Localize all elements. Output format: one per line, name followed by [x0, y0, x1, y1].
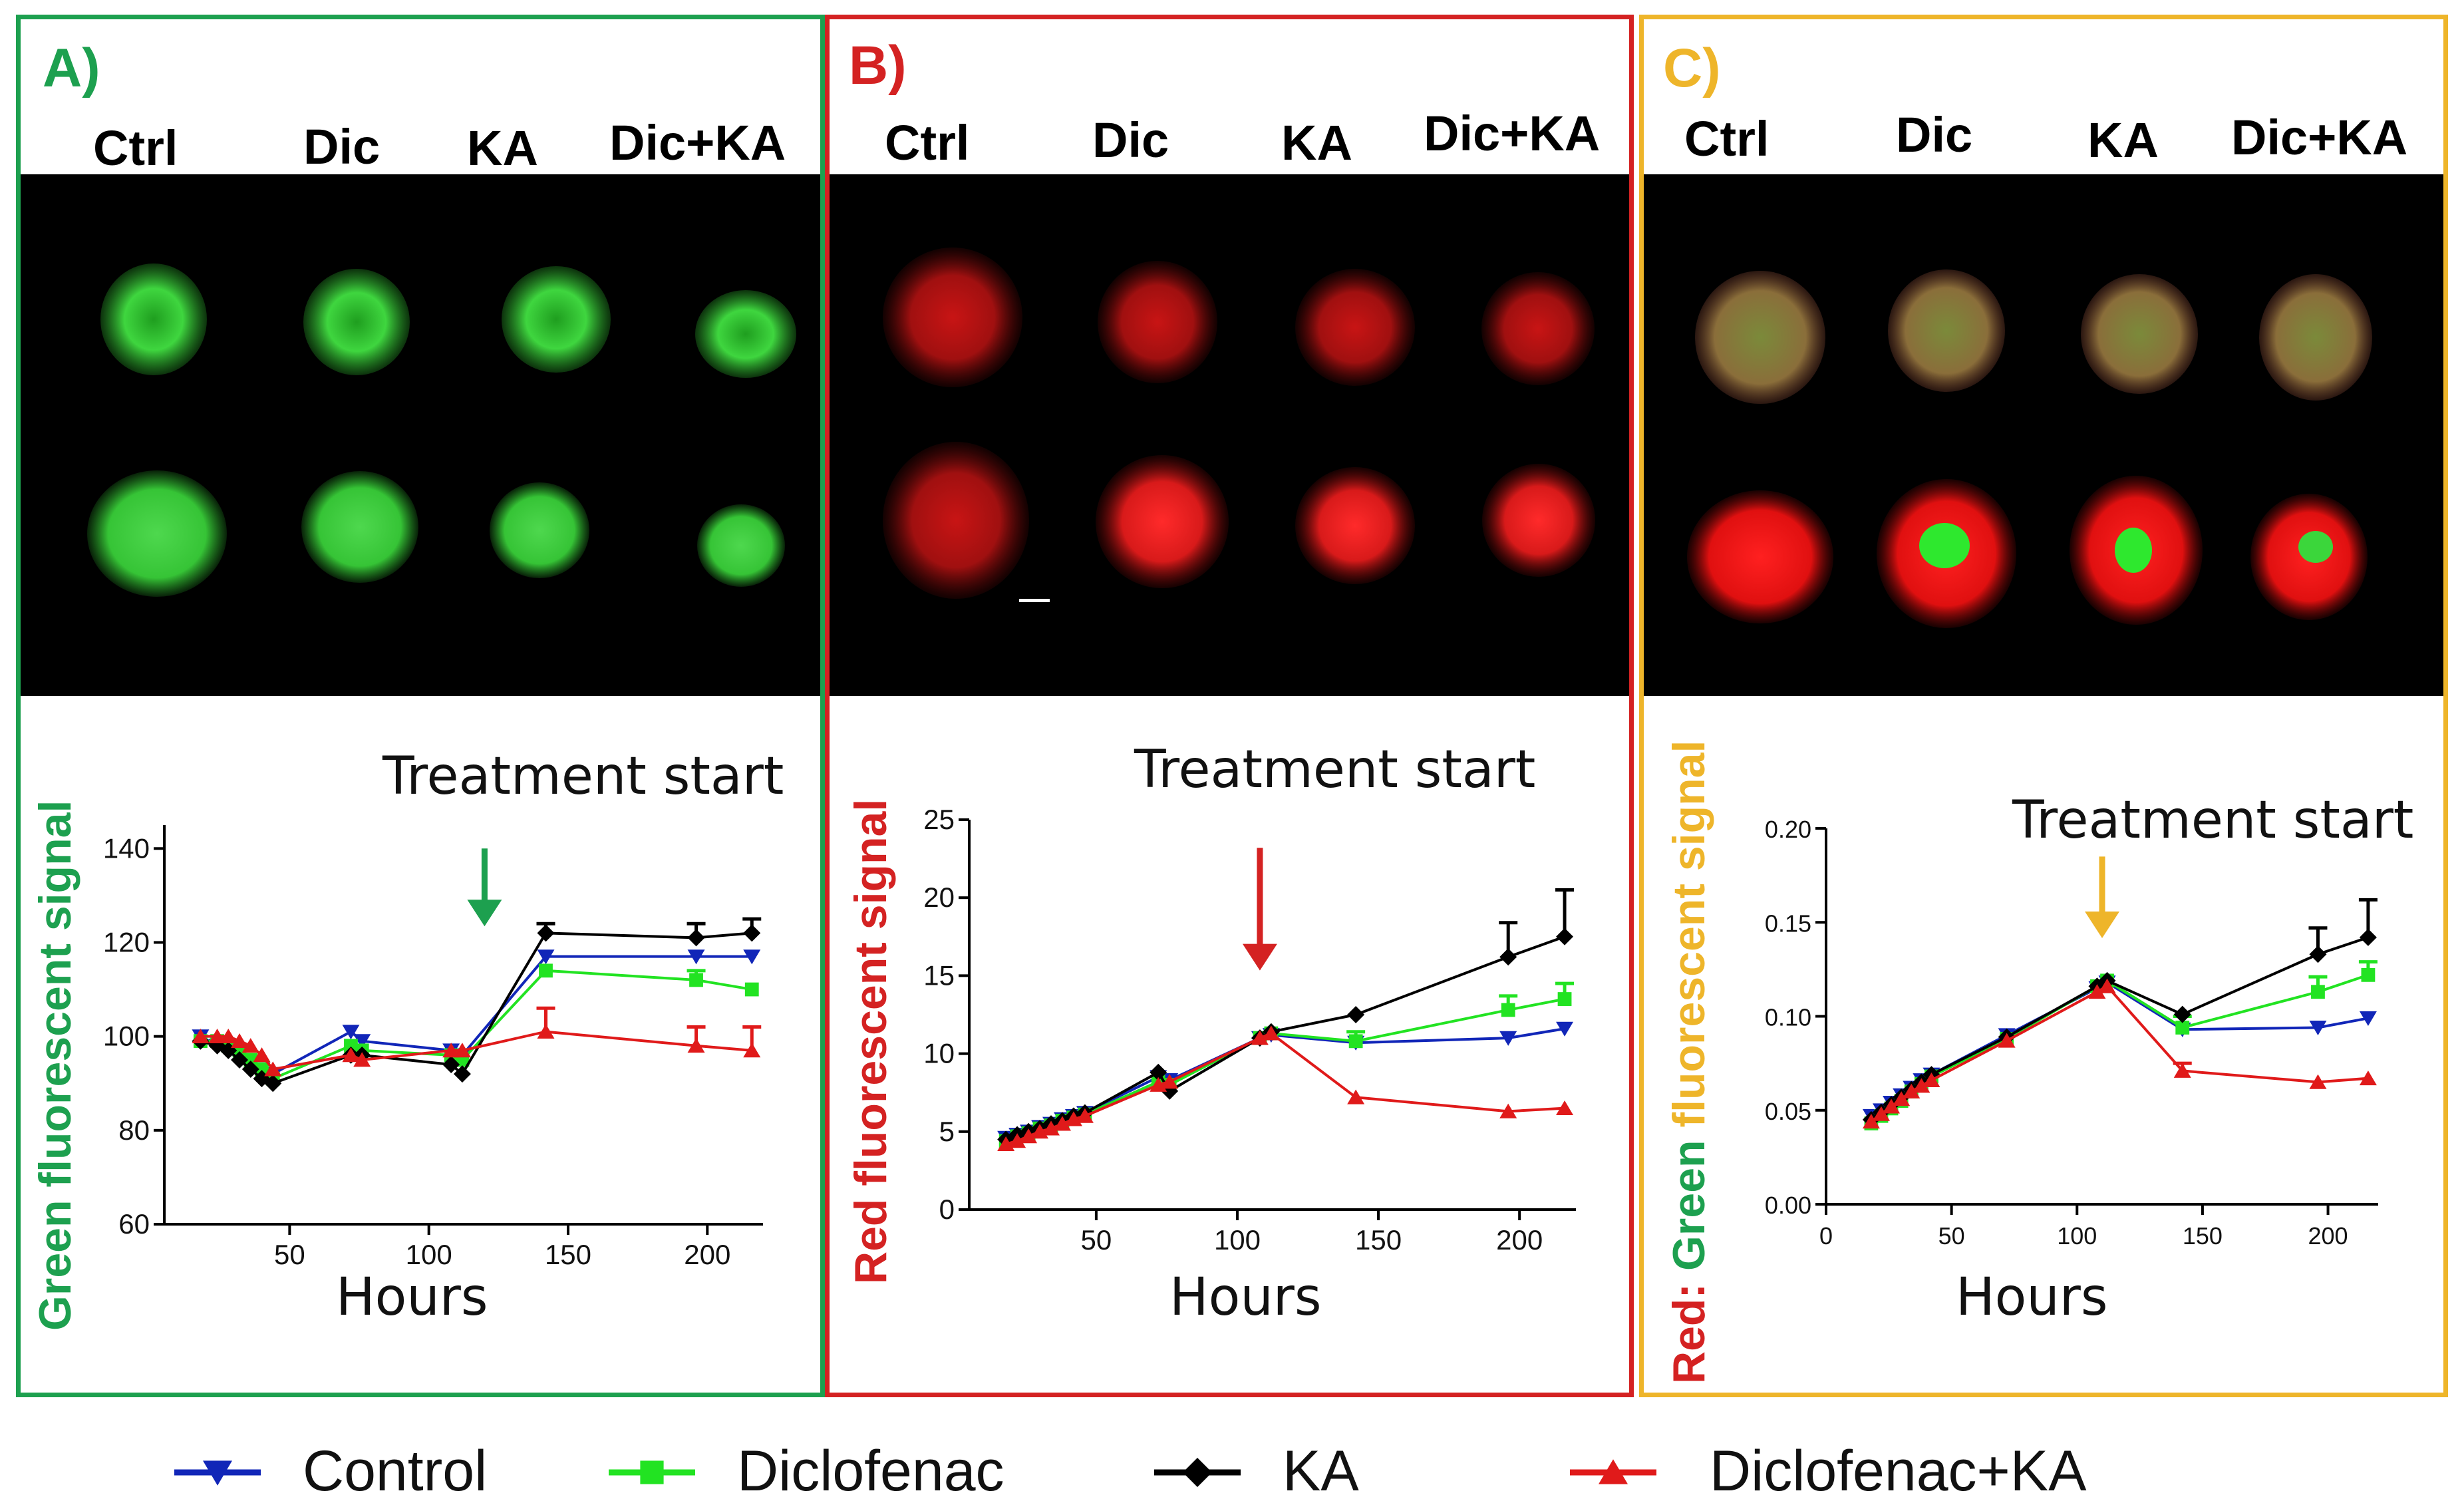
legend-diclofenac-mark — [609, 1460, 695, 1484]
panel-c-xlabel: Hours — [1956, 1267, 2108, 1327]
panel-b-label-dic: Dic — [1092, 112, 1169, 168]
panel-b-ylabel: Red fluorescent signal — [846, 798, 896, 1284]
spheroid-c-ctrl-bottom — [1687, 490, 1833, 623]
panel-c-treatment-label: Treatment start — [2012, 790, 2414, 850]
panel-c-frame — [1639, 15, 2448, 1397]
spheroid-c-dic-core — [1919, 523, 1970, 568]
spheroid-c-dicka-top — [2259, 274, 2372, 401]
spheroid-a-ka-bottom — [490, 482, 589, 578]
legend-dicka-label: Diclofenac+KA — [1710, 1439, 2087, 1503]
panel-a-label-dicka: Dic+KA — [609, 115, 786, 170]
panel-a-microscopy-image — [21, 174, 820, 696]
panel-c-label-dic: Dic — [1896, 107, 1973, 162]
panel-c-ylabel-rest: fluorescent signal — [1664, 740, 1714, 1140]
spheroid-c-dicka-core — [2298, 531, 2333, 563]
legend-control-mark — [174, 1460, 261, 1486]
legend-dicka-marker — [1599, 1459, 1628, 1484]
scale-bar — [1019, 599, 1050, 602]
legend-ka-label: KA — [1283, 1439, 1359, 1503]
spheroid-c-dic-top — [1888, 269, 2005, 392]
legend-diclofenac-label: Diclofenac — [737, 1439, 1004, 1503]
panel-c-ylabel-colon: : — [1664, 1270, 1714, 1299]
panel-c-ylabel-green: Green — [1664, 1140, 1714, 1271]
spheroid-a-ctrl-top — [100, 263, 207, 375]
panel-b-label-ka: KA — [1281, 115, 1352, 170]
spheroid-b-dicka-bottom — [1482, 464, 1595, 577]
panel-a-label-dic: Dic — [303, 119, 381, 174]
legend-diclofenac-marker — [640, 1460, 664, 1484]
panel-b-letter: B) — [849, 35, 907, 96]
spheroid-a-ka-top — [502, 266, 611, 373]
panel-c-label-ka: KA — [2087, 112, 2159, 168]
spheroid-c-ka-top — [2081, 274, 2198, 394]
spheroid-c-ka-core — [2115, 528, 2152, 573]
panel-a-treatment-label: Treatment start — [383, 747, 784, 806]
spheroid-a-dicka-top — [695, 290, 796, 378]
panel-c-label-dicka: Dic+KA — [2231, 110, 2408, 165]
legend-ka-marker — [1183, 1458, 1212, 1487]
legend-control-marker — [203, 1460, 232, 1486]
legend-control-label: Control — [303, 1439, 488, 1503]
spheroid-b-ka-bottom — [1295, 467, 1415, 584]
panel-b-label-dicka: Dic+KA — [1424, 106, 1601, 161]
legend-dicka-mark — [1570, 1459, 1656, 1484]
panel-c-ylabel: Red: Green fluorescent signal — [1663, 741, 1715, 1384]
spheroid-b-dic-bottom — [1096, 455, 1229, 588]
spheroid-a-dicka-bottom — [697, 504, 785, 587]
legend-marks — [174, 1458, 1656, 1487]
panel-a-letter: A) — [43, 38, 100, 98]
panel-a-label-ctrl: Ctrl — [93, 120, 178, 176]
panel-b-frame — [825, 15, 1634, 1397]
panel-b-microscopy-image — [830, 174, 1629, 696]
spheroid-a-dic-top — [303, 269, 410, 375]
panel-c-microscopy-image — [1644, 174, 2443, 696]
spheroid-b-dicka-top — [1481, 272, 1595, 385]
spheroid-b-ctrl-bottom — [883, 442, 1029, 599]
panel-a-label-ka: KA — [467, 120, 538, 176]
spheroid-c-ctrl-top — [1695, 271, 1825, 404]
spheroid-b-ctrl-top — [883, 248, 1022, 387]
spheroid-a-ctrl-bottom — [87, 470, 227, 597]
legend-ka-mark — [1154, 1458, 1241, 1487]
spheroid-b-ka-top — [1295, 269, 1415, 386]
panel-b-treatment-label: Treatment start — [1134, 740, 1536, 800]
spheroid-a-dic-bottom — [301, 471, 418, 583]
panel-a-xlabel: Hours — [336, 1267, 488, 1327]
panel-b-label-ctrl: Ctrl — [885, 115, 970, 170]
panel-a-frame — [16, 15, 825, 1397]
panel-c-ylabel-red: Red — [1664, 1298, 1714, 1384]
panel-c-label-ctrl: Ctrl — [1684, 111, 1770, 166]
spheroid-b-dic-top — [1098, 261, 1217, 383]
panel-c-letter: C) — [1663, 38, 1721, 98]
panel-b-xlabel: Hours — [1169, 1267, 1322, 1327]
panel-a-ylabel: Green fluorescent signal — [30, 800, 80, 1331]
